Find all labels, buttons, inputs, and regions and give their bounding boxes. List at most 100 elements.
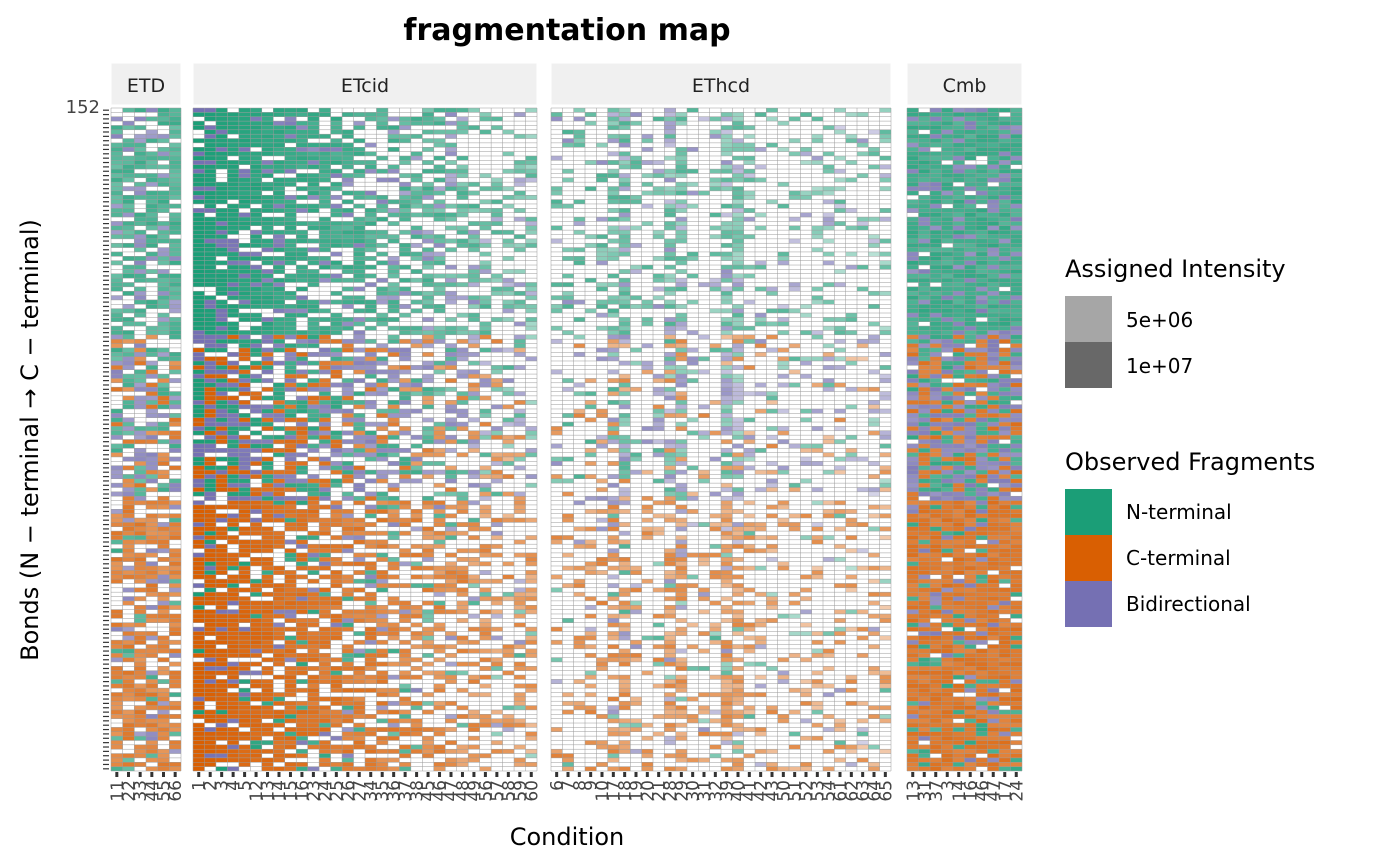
heatmap-cell [365,256,377,261]
heatmap-cell [146,182,158,187]
heatmap-cell [376,286,388,292]
heatmap-cell [111,225,123,231]
heatmap-cell [687,465,699,471]
heatmap-cell [399,709,411,715]
heatmap-cell [296,539,308,545]
heatmap-cell [122,203,135,209]
heatmap-cell [342,234,354,239]
heatmap-cell [169,422,181,427]
heatmap-cells [111,108,181,771]
heatmap-cell [307,701,320,706]
heatmap-cell [169,744,181,750]
heatmap-cell [227,151,239,156]
heatmap-cell [365,661,377,667]
heatmap-cell [399,430,411,436]
heatmap-cell [399,347,411,353]
heatmap-cell [607,618,619,623]
heatmap-cell [250,544,262,549]
heatmap-cell [227,679,239,684]
heatmap-cell [468,238,480,244]
heatmap-cell [284,513,297,519]
heatmap-cell [698,430,710,436]
heatmap-cell [215,186,228,191]
heatmap-cell [307,509,320,514]
heatmap-cell [479,243,492,248]
heatmap-cell [698,731,710,737]
heatmap-cell [261,683,274,689]
heatmap-cell [445,347,457,353]
heatmap-cell [596,740,608,745]
heatmap-cell [296,269,308,274]
heatmap-cell [250,487,262,492]
heatmap-cell [215,212,228,218]
heatmap-cell [319,326,331,331]
heatmap-cell [204,565,216,571]
heatmap-cell [551,443,563,449]
heatmap-cell [479,683,492,689]
heatmap-cell [261,605,274,610]
heatmap-cell [284,727,297,732]
heatmap-cell [445,474,457,479]
heatmap-cell [134,539,146,545]
heatmap-cell [296,478,308,484]
heatmap-cell [238,155,251,161]
heatmap-cell [709,169,721,174]
heatmap-cell [250,182,262,187]
heatmap-cell [687,299,699,305]
heatmap-cell [273,269,285,274]
heatmap-cell [732,675,744,680]
heatmap-cell [157,108,170,113]
heatmap-cell [261,561,274,566]
heatmap-cell [157,456,170,462]
heatmap-cell [562,295,574,300]
heatmap-cell [273,182,285,187]
heatmap-cell [238,474,251,479]
heatmap-cell [491,430,503,436]
heatmap-cell [193,648,205,654]
heatmap-cell [619,400,631,405]
heatmap-cell [514,217,526,222]
heatmap-cell [698,561,710,566]
heatmap-cell [111,627,123,632]
heatmap-cell [664,134,676,139]
heatmap-cell [284,417,297,423]
heatmap-cell [675,526,687,532]
heatmap-cell [468,299,480,305]
heatmap-cell [387,265,400,270]
heatmap-cell [433,509,446,514]
heatmap-cell [732,644,744,649]
heatmap-cell [675,509,687,514]
heatmap-cell [422,208,434,213]
heatmap-cell [551,640,563,645]
heatmap-cell [273,304,285,309]
heatmap-cell [250,190,262,196]
heatmap-cell [193,766,205,771]
heatmap-cell [387,500,400,505]
heatmap-cell [525,723,537,728]
heatmap-cell [619,182,631,187]
heatmap-cell [433,308,446,313]
heatmap-cell [227,709,239,715]
heatmap-cell [307,278,320,283]
heatmap-cell [433,648,446,654]
heatmap-cell [111,374,123,379]
heatmap-cell [410,609,423,614]
heatmap-cell [607,160,619,165]
heatmap-cell [193,709,205,715]
heatmap-cell [721,609,733,614]
heatmap-cell [284,448,297,453]
heatmap-cell [204,374,216,379]
heatmap-cell [433,326,446,331]
heatmap-cell [204,731,216,737]
heatmap-cell [630,243,642,248]
heatmap-cell [619,675,631,680]
heatmap-cell [514,640,526,645]
heatmap-cell [261,487,274,492]
heatmap-cell [525,579,537,584]
heatmap-cell [468,518,480,523]
heatmap-cell [307,208,320,213]
heatmap-cell [261,640,274,645]
heatmap-cell [468,470,480,475]
heatmap-cell [433,369,446,375]
heatmap-cell [227,273,239,279]
